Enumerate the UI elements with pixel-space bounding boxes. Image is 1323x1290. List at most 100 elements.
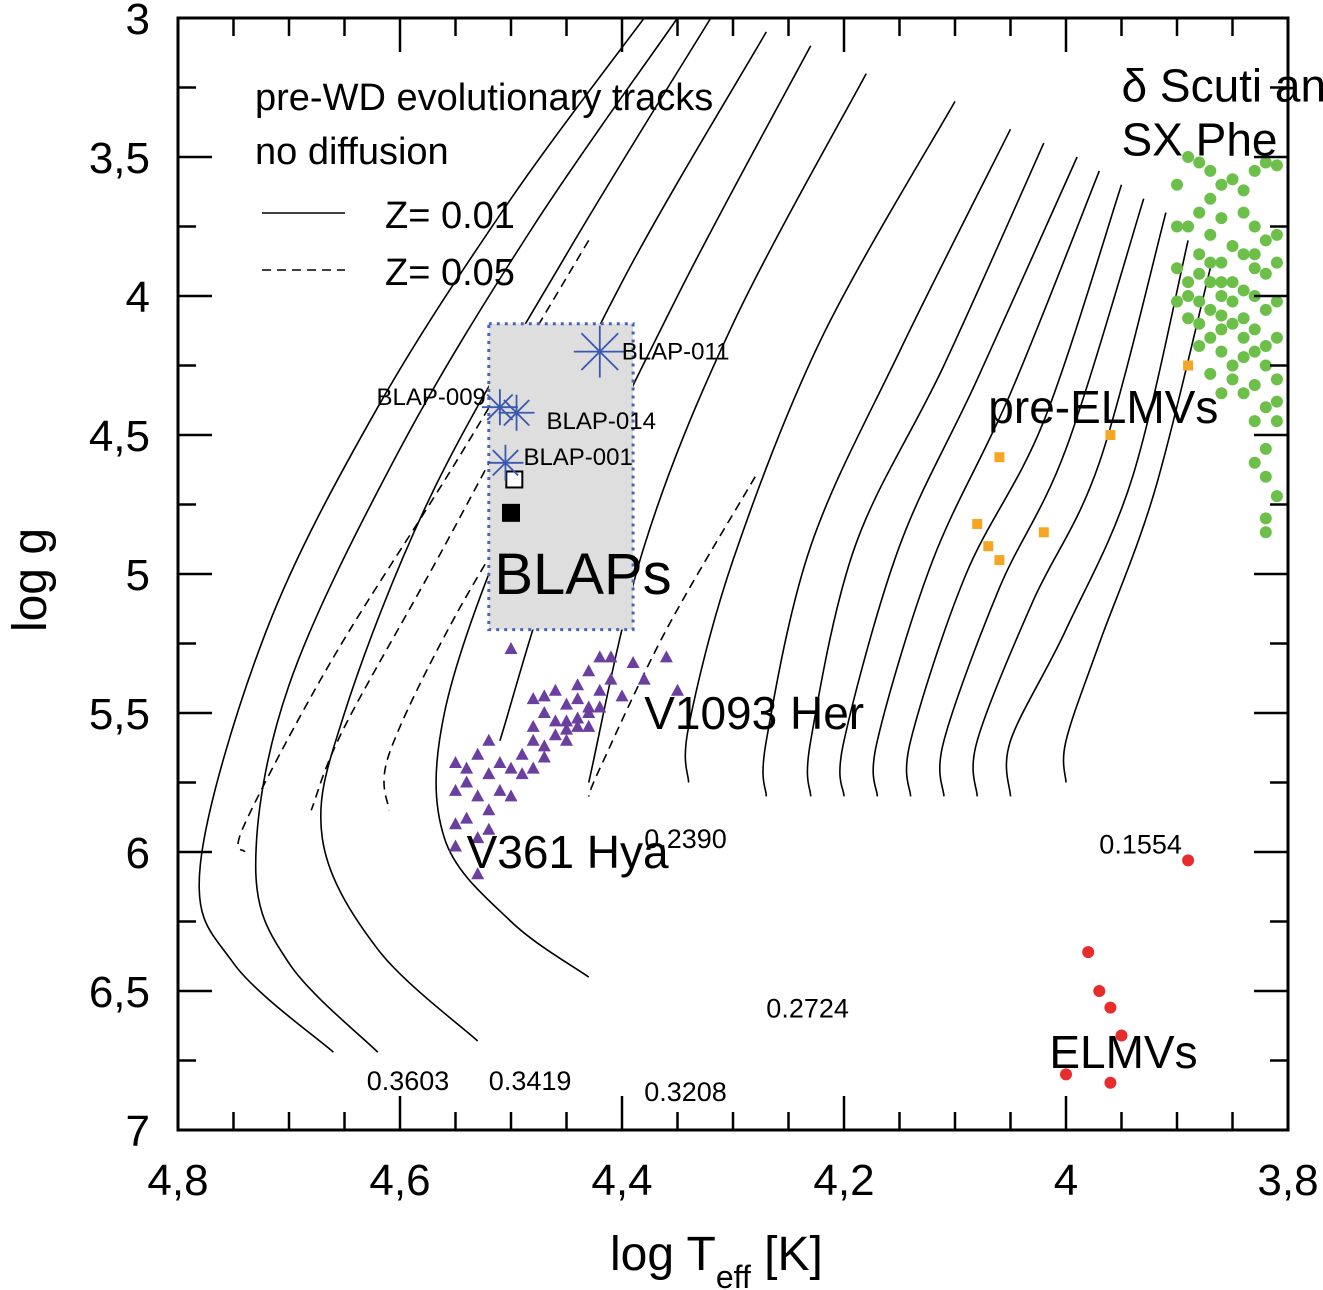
triangle-marker [582, 706, 596, 718]
track-solid [839, 156, 1078, 797]
track-mass-label: 0.2724 [766, 994, 849, 1024]
circle-marker [1248, 262, 1261, 275]
blap-star-marker [573, 325, 626, 378]
triangle-marker [593, 700, 607, 713]
circle-marker [1237, 387, 1250, 400]
triangle-marker [604, 672, 618, 685]
star-stroke [580, 332, 619, 371]
circle-marker [1248, 164, 1261, 177]
legend-title-line-1: pre-WD evolutionary tracks [255, 77, 713, 119]
triangle-marker [582, 664, 596, 677]
circle-marker [1171, 178, 1183, 191]
circle-marker [1104, 1001, 1117, 1014]
circle-marker [1259, 512, 1272, 525]
triangle-marker [526, 733, 540, 746]
triangle-marker [482, 733, 496, 746]
circle-marker [1204, 228, 1217, 241]
triangle-marker [460, 775, 474, 788]
legend-title-line-2: no diffusion [255, 131, 449, 173]
evolutionary-tracks [198, 17, 1212, 1053]
track-solid [198, 17, 645, 1053]
track-solid [806, 142, 1045, 797]
circle-marker [1259, 234, 1272, 247]
y-tick-label: 6,5 [89, 968, 150, 1017]
y-tick-label: 6 [126, 829, 150, 878]
circle-marker [1226, 173, 1239, 186]
blap-star-label: BLAP-014 [547, 408, 656, 435]
filled-square-marker [502, 503, 520, 522]
triangle-marker [626, 655, 640, 668]
x-tick-label: 4 [1054, 1156, 1078, 1205]
circle-marker [1237, 312, 1250, 325]
circle-marker [1215, 323, 1228, 336]
circle-marker [1193, 295, 1206, 308]
triangle-marker [471, 789, 485, 802]
circle-marker [1259, 442, 1272, 455]
triangle-marker [471, 747, 485, 760]
circle-marker [1259, 359, 1272, 372]
circle-marker [1215, 256, 1228, 269]
series-label: ELMVs [1049, 1026, 1197, 1078]
series-label: V361 Hya [467, 826, 669, 878]
track-mass-label: 0.3419 [489, 1066, 572, 1096]
triangle-marker [593, 650, 607, 663]
track-solid [872, 170, 1101, 797]
x-axis-title: log Teff [K] [610, 1228, 823, 1290]
triangle-marker [593, 683, 607, 696]
circle-marker [1270, 490, 1283, 503]
legend: pre-WD evolutionary tracks no diffusion … [255, 77, 713, 294]
y-axis-title: log g [4, 528, 57, 632]
circle-marker [1226, 295, 1239, 308]
track-mass-label: 0.1554 [1099, 830, 1182, 860]
x-tick-label: 4,2 [813, 1156, 874, 1205]
circle-marker [1215, 309, 1228, 322]
circle-marker [1193, 317, 1206, 330]
circle-marker [1237, 206, 1250, 219]
circle-marker [1248, 378, 1261, 391]
track-solid [762, 128, 1012, 797]
track-dashed [310, 337, 557, 811]
track-dashed [587, 476, 756, 797]
track-solid [1005, 240, 1189, 797]
circle-marker [1215, 387, 1228, 400]
x-axis-title-main: log T [610, 1228, 716, 1281]
triangle-marker [526, 761, 540, 774]
circle-marker [1193, 267, 1206, 280]
track-solid [319, 17, 712, 1042]
star-stroke [486, 393, 514, 421]
circle-marker [1204, 367, 1217, 380]
circle-marker [1182, 290, 1195, 302]
square-marker [1105, 430, 1116, 440]
y-tick-label: 7 [126, 1107, 150, 1156]
circle-marker [1259, 303, 1272, 316]
circle-marker [1270, 228, 1283, 241]
circle-marker [1237, 331, 1250, 344]
circle-marker [1248, 220, 1261, 233]
x-axis-title-unit: [K] [751, 1228, 823, 1281]
triangle-marker [548, 728, 562, 741]
circle-marker [1182, 220, 1195, 233]
track-solid [684, 101, 956, 783]
star-stroke [503, 399, 530, 427]
triangle-marker [515, 747, 529, 760]
square-marker [1038, 527, 1049, 538]
circle-marker [1248, 415, 1261, 428]
blap-star-marker [498, 394, 535, 431]
circle-marker [1204, 303, 1217, 316]
y-tick-label: 4,5 [89, 412, 150, 461]
circle-marker [1193, 156, 1206, 169]
circle-marker [1259, 267, 1272, 280]
data-markers [449, 151, 1283, 1089]
triangle-marker [615, 689, 629, 702]
circle-marker [1193, 248, 1206, 261]
circle-marker [1060, 1068, 1072, 1081]
circle-marker [1259, 470, 1272, 483]
triangle-marker [560, 714, 573, 727]
triangle-marker [537, 689, 551, 702]
triangle-marker [482, 767, 496, 780]
open-square-marker [505, 470, 524, 489]
triangle-marker [604, 650, 618, 663]
circle-marker [1204, 276, 1217, 289]
circle-marker [1204, 256, 1217, 269]
